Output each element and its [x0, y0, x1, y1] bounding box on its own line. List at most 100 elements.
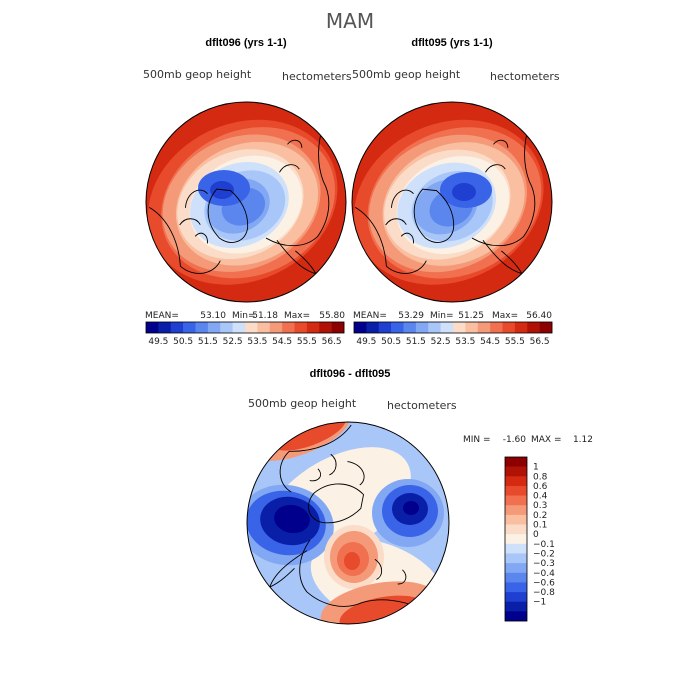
colorbar-swatch — [232, 322, 246, 333]
contour-fill — [352, 102, 552, 302]
units-label: hectometers — [490, 70, 560, 83]
colorbar-tick-label: 0.8 — [533, 472, 548, 482]
colorbar-frame — [353, 321, 553, 334]
colorbar-tick-label: −0.8 — [533, 588, 555, 598]
coastline — [374, 558, 407, 585]
colorbar-tick-label: 51.5 — [198, 337, 218, 347]
colorbar-tick-label: 53.5 — [455, 337, 475, 347]
colorbar-swatch — [220, 322, 233, 333]
colorbar-tick-label: −0.6 — [533, 578, 555, 588]
max-value: 56.40 — [526, 311, 552, 321]
colorbar-tick-label: 56.5 — [530, 337, 550, 347]
contour-band — [403, 501, 419, 515]
colorbar-swatch — [366, 322, 380, 333]
colorbar-swatch — [505, 543, 527, 554]
colorbar-swatch — [505, 495, 527, 506]
coastline — [179, 189, 208, 244]
polar-field — [247, 422, 449, 624]
colorbar: 10.80.60.40.30.20.10−0.1−0.2−0.3−0.4−0.6… — [504, 456, 555, 622]
min-value: 51.18 — [252, 311, 278, 321]
colorbar-tick-label: 55.5 — [297, 337, 317, 347]
colorbar-tick-label: 0.1 — [533, 521, 547, 531]
colorbar-swatch — [207, 322, 221, 333]
colorbar-frame — [145, 321, 345, 334]
panel-dflt096: dflt096 (yrs 1-1) 500mb geop height hect… — [143, 37, 352, 347]
colorbar-swatch — [245, 322, 258, 333]
min-value: -1.60 — [503, 435, 527, 445]
contour-fill — [146, 102, 346, 302]
colorbar-swatch — [257, 322, 271, 333]
colorbar-tick-label: 52.5 — [223, 337, 243, 347]
colorbar-swatch — [306, 322, 320, 333]
coastline — [279, 139, 303, 173]
colorbar-swatch — [354, 322, 367, 333]
colorbar-swatch — [294, 322, 308, 333]
colorbar: 49.5 50.5 51.5 52.5 53.5 54.5 55.5 56.5 — [145, 321, 345, 347]
map-boundary — [246, 421, 450, 625]
panel-title: dflt096 - dflt095 — [310, 368, 391, 380]
colorbar-swatch — [490, 322, 503, 333]
colorbar-swatch — [505, 476, 527, 487]
mean-label: MEAN= — [145, 311, 179, 321]
coastlines — [148, 124, 330, 279]
colorbar-tick-label: 54.5 — [272, 337, 292, 347]
colorbar-swatch — [465, 322, 479, 333]
colorbar-tick-label: −0.3 — [533, 559, 555, 569]
min-value: 51.25 — [458, 311, 484, 321]
colorbar-frame — [504, 456, 528, 622]
coastline — [471, 124, 536, 247]
min-label: Min= — [430, 311, 454, 321]
mean-label: MEAN= — [353, 311, 387, 321]
colorbar-tick-label: −0.1 — [533, 540, 555, 550]
colorbar-swatch — [505, 563, 527, 574]
colorbar-swatch — [183, 322, 196, 333]
coastline — [148, 206, 221, 274]
colorbar-swatch — [453, 322, 466, 333]
colorbar-swatch — [505, 524, 527, 535]
contour-low — [452, 183, 476, 201]
panel-dflt095: dflt095 (yrs 1-1) 500mb geop height hect… — [351, 37, 560, 347]
min-label: MIN = — [463, 435, 491, 445]
colorbar-tick-label: 0.4 — [533, 492, 548, 502]
map-boundary — [145, 101, 347, 303]
max-label: MAX = — [531, 435, 562, 445]
colorbar-swatch — [282, 322, 295, 333]
min-label: Min= — [232, 311, 256, 321]
colorbar-tick-label: 52.5 — [431, 337, 451, 347]
colorbar-swatch — [195, 322, 209, 333]
variable-label: 500mb geop height — [248, 397, 357, 410]
colorbar-tick-label: 0.3 — [533, 501, 547, 511]
figure-title: MAM — [326, 9, 374, 33]
variable-label: 500mb geop height — [143, 68, 252, 81]
coastline — [265, 124, 330, 247]
colorbar-swatch — [269, 322, 283, 333]
colorbar-swatch — [477, 322, 491, 333]
contour-band — [274, 504, 310, 534]
colorbar-tick-label: 53.5 — [247, 337, 267, 347]
colorbar-tick-label: 51.5 — [406, 337, 426, 347]
colorbar-tick-label: −0.2 — [533, 549, 555, 559]
colorbar-swatch — [331, 322, 345, 333]
colorbar-swatch — [391, 322, 404, 333]
colorbar-swatch — [378, 322, 392, 333]
colorbar-swatch — [539, 322, 553, 333]
max-value: 55.80 — [319, 311, 345, 321]
colorbar-swatch — [158, 322, 172, 333]
panel-difference: dflt096 - dflt095 500mb geop height hect… — [246, 368, 593, 625]
colorbar-swatch — [505, 466, 527, 477]
coastline — [309, 453, 365, 486]
colorbar-swatch — [319, 322, 332, 333]
colorbar-swatch — [428, 322, 441, 333]
coastline — [354, 206, 427, 274]
coastline — [299, 539, 420, 609]
colorbar-swatch — [505, 457, 527, 467]
colorbar-swatch — [505, 485, 527, 496]
units-label: hectometers — [387, 399, 457, 412]
panel-title: dflt096 (yrs 1-1) — [205, 37, 287, 49]
coastline — [485, 139, 509, 173]
mean-value: 53.10 — [200, 311, 226, 321]
coastline — [413, 188, 455, 243]
colorbar-swatch — [505, 534, 527, 545]
max-label: Max= — [284, 311, 310, 321]
colorbar-swatch — [415, 322, 429, 333]
